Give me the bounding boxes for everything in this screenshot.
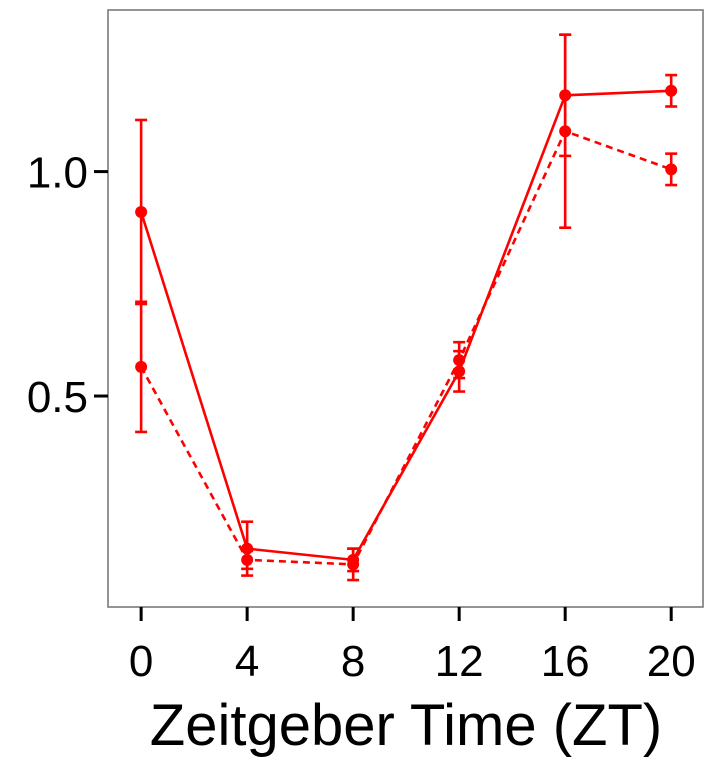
x-tick-label: 8	[341, 637, 365, 686]
plot-frame-border	[107, 9, 704, 608]
series-line	[139, 129, 672, 566]
y-tick-label: 1.0	[27, 149, 88, 198]
data-point	[347, 558, 360, 571]
x-tick-label: 0	[129, 637, 153, 686]
data-point	[665, 163, 678, 176]
x-axis-title: Zeitgeber Time (ZT)	[150, 693, 662, 757]
series-layer	[135, 33, 678, 582]
x-axis: 0 4 8 12 16 20	[129, 607, 696, 686]
x-tick-label: 20	[647, 637, 696, 686]
x-tick-label: 12	[435, 637, 484, 686]
series-line	[139, 89, 672, 562]
y-tick-label: 0.5	[27, 373, 88, 422]
y-axis: 0.5 1.0	[27, 149, 108, 422]
x-tick-label: 4	[235, 637, 259, 686]
data-point	[241, 553, 254, 566]
data-point	[453, 354, 466, 367]
data-point	[135, 360, 148, 373]
series-2	[135, 33, 678, 582]
data-point	[665, 84, 678, 97]
plot-frame	[107, 9, 704, 608]
x-tick-label: 16	[541, 637, 590, 686]
data-point	[559, 125, 572, 138]
series-1	[135, 33, 678, 577]
data-point	[135, 205, 148, 218]
